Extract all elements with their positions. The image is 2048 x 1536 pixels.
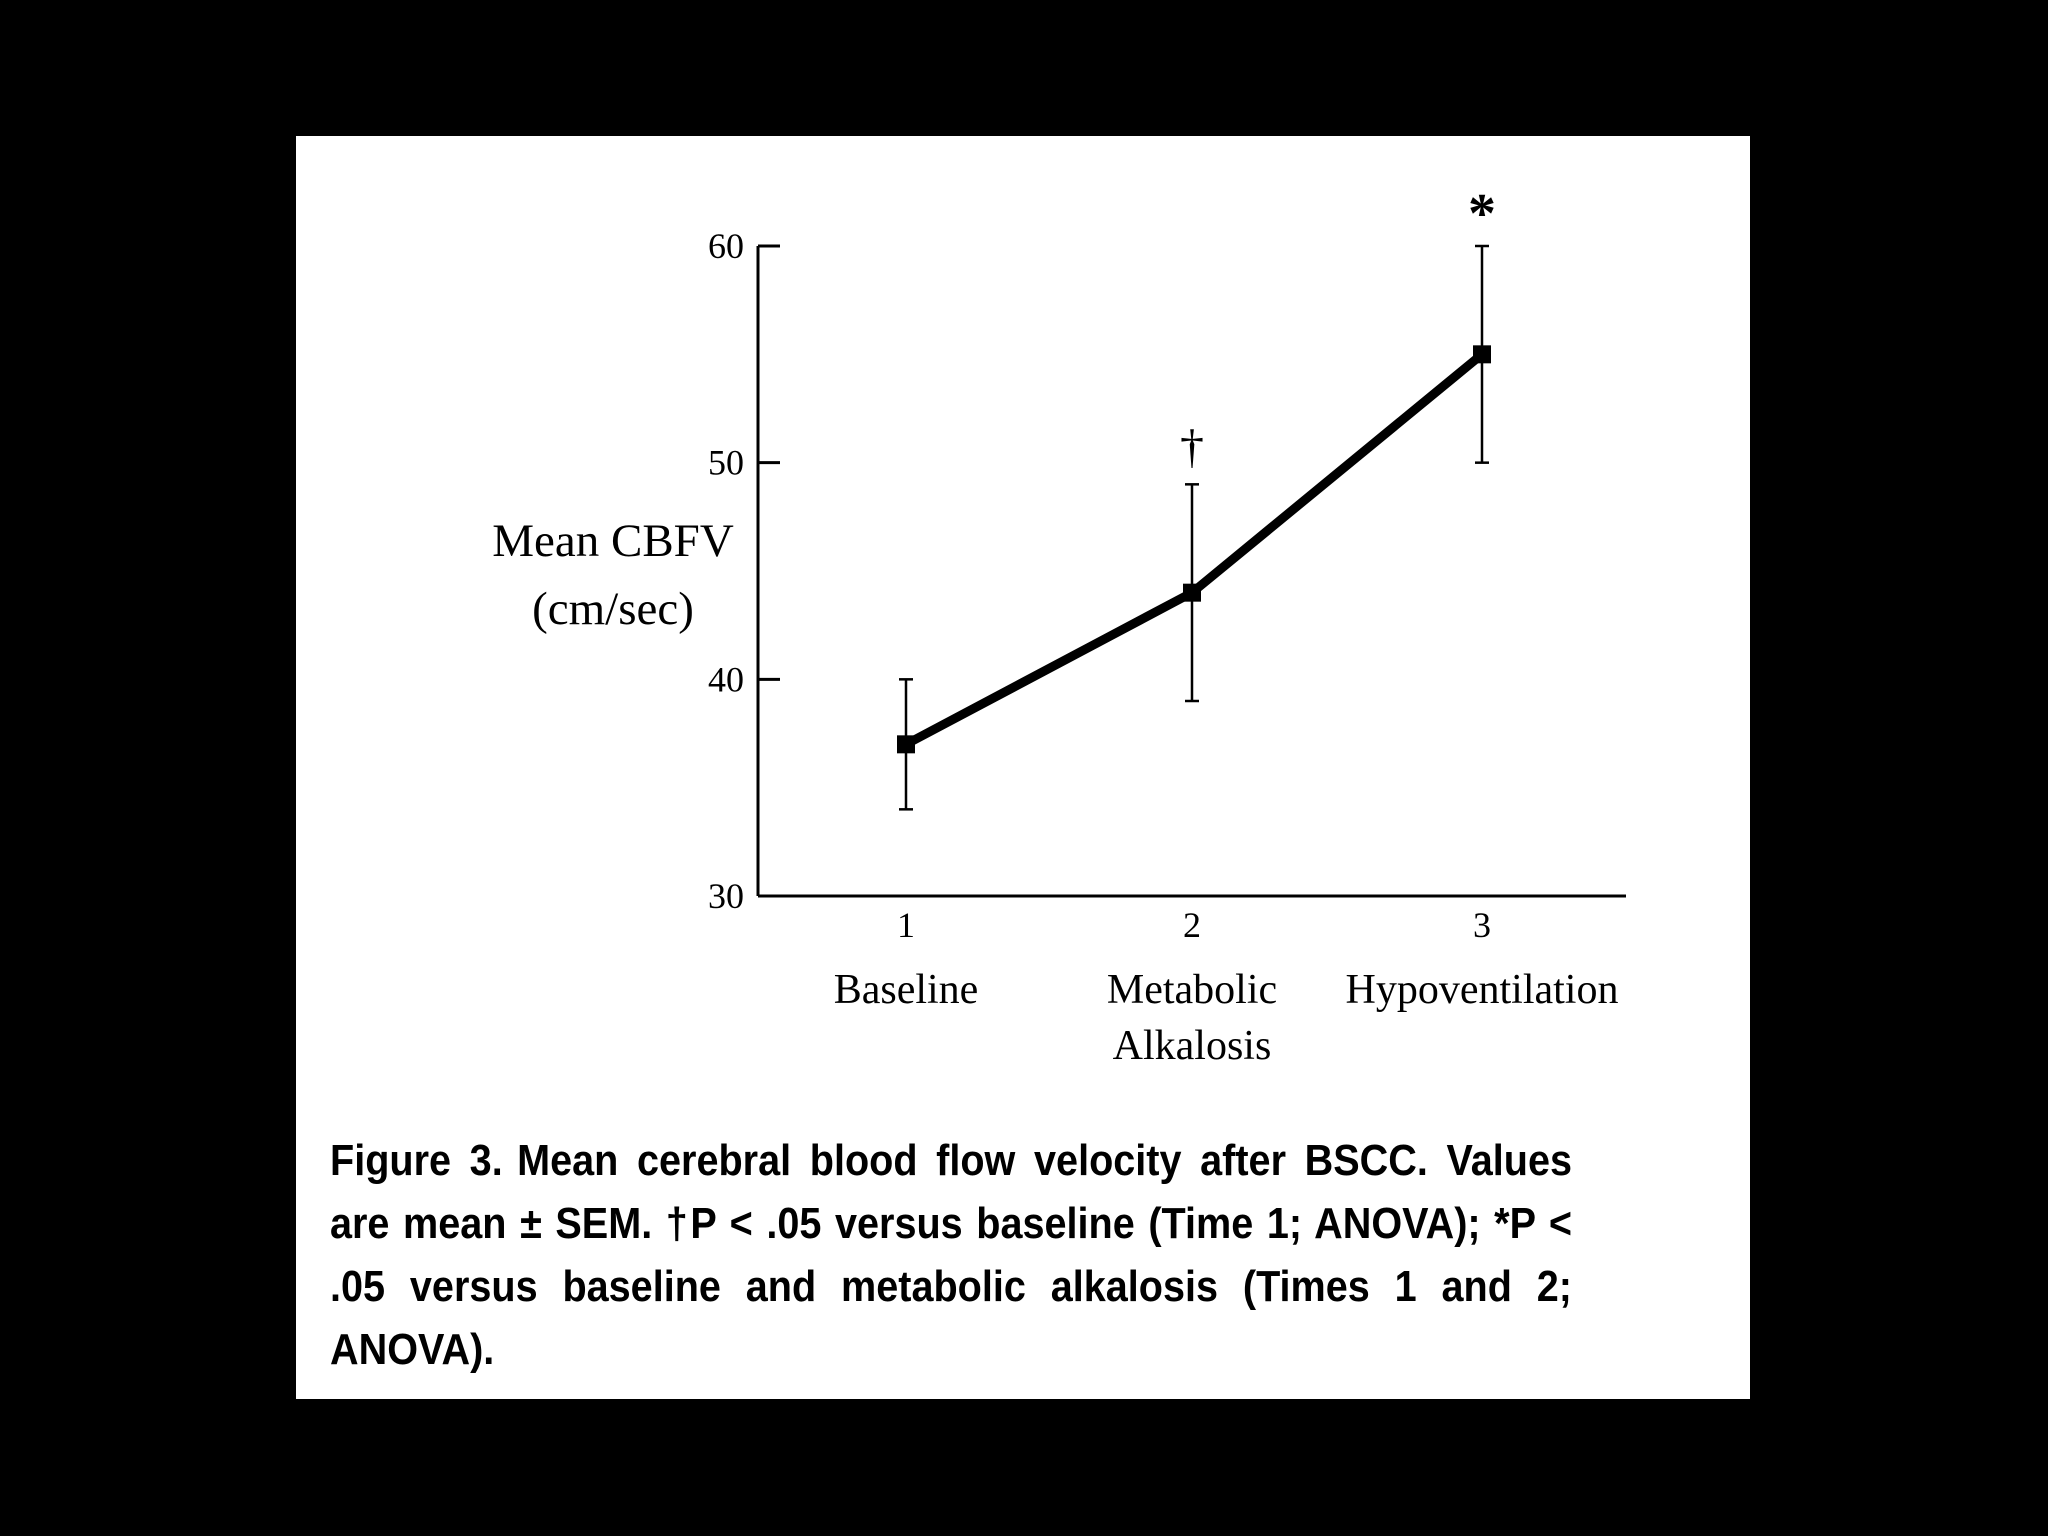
figure-panel: 30 40 50 60 1 Baseline 2 Metabolic Alkalosis 3 Hyp… [296, 136, 1750, 1399]
y-tick-label-50: 50 [708, 443, 744, 483]
x-tick-label-3: 3 [1473, 905, 1491, 945]
x-tick-label-1: 1 [897, 905, 915, 945]
line-chart: 30 40 50 60 1 Baseline 2 Metabolic Alkalosis 3 Hyp… [708, 183, 1626, 1069]
y-tick-label-40: 40 [708, 659, 744, 699]
y-tick-label-30: 30 [708, 876, 744, 916]
data-point-2 [1183, 583, 1201, 602]
significance-marker-3: * [1468, 183, 1496, 245]
series-line-1 [903, 350, 1485, 749]
significance-marker-2: † [1180, 420, 1204, 473]
x-tick-label-2: 2 [1183, 905, 1201, 945]
data-point-3 [1473, 345, 1491, 364]
caption-figure-number: Figure 3. [330, 1136, 503, 1185]
x-category-label-2-line-2: Alkalosis [1113, 1023, 1272, 1069]
y-tick-label-60: 60 [708, 226, 744, 266]
x-category-label-1-line-1: Baseline [834, 967, 979, 1013]
figure-caption: Figure 3. Mean cerebral blood flow veloci… [330, 1129, 1572, 1381]
y-axis-label-line-1: Mean CBFV [492, 515, 734, 567]
data-point-1 [897, 735, 915, 754]
caption-text: Mean cerebral blood flow velocity after … [330, 1136, 1573, 1374]
y-axis-label-line-2: (cm/sec) [532, 583, 694, 635]
x-category-label-2-line-1: Metabolic [1107, 967, 1277, 1013]
x-category-label-3-line-1: Hypoventilation [1346, 967, 1619, 1013]
